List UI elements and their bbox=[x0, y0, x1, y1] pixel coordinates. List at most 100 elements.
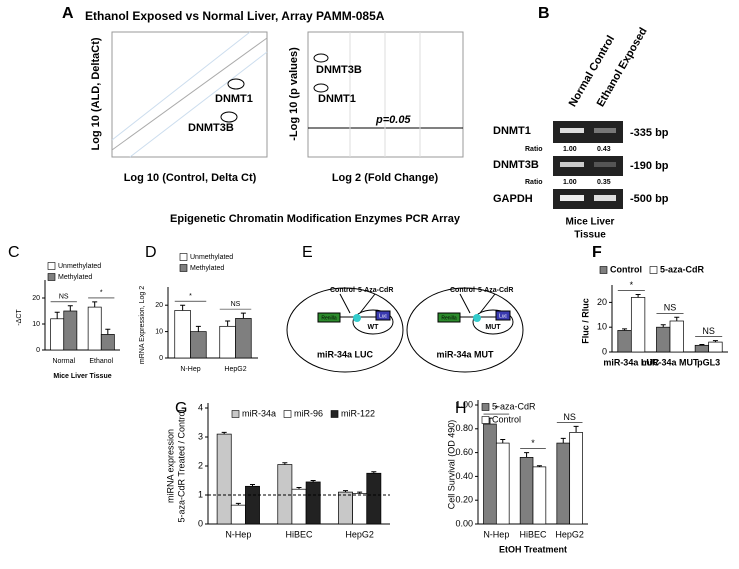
legend-swatch bbox=[231, 410, 240, 418]
error-bar bbox=[221, 431, 227, 435]
highlight bbox=[313, 53, 329, 63]
gel-band bbox=[560, 162, 584, 167]
site-label: MUT bbox=[485, 324, 501, 331]
y-tick-label: 0 bbox=[159, 355, 163, 362]
panel-letter: C bbox=[8, 244, 20, 261]
y-tick-label: 0.40 bbox=[455, 471, 473, 481]
bar bbox=[100, 334, 115, 351]
gene-label: DNMT1 bbox=[215, 93, 253, 105]
bar bbox=[174, 310, 191, 359]
y-tick-label: 20 bbox=[597, 297, 607, 307]
band-size: -500 bp bbox=[630, 193, 669, 205]
legend-label: miR-96 bbox=[294, 408, 323, 418]
bar bbox=[216, 433, 232, 525]
y-tick-label: 20 bbox=[32, 295, 40, 302]
significance: NS bbox=[231, 301, 241, 308]
y-axis-label: miRNA expression bbox=[165, 429, 175, 503]
significance: NS bbox=[664, 303, 677, 313]
significance: NS bbox=[702, 326, 715, 336]
y-tick-label: 10 bbox=[597, 322, 607, 332]
gene-label: GAPDH bbox=[493, 193, 533, 205]
significance: * bbox=[189, 293, 192, 300]
element-label: Luc bbox=[499, 313, 508, 319]
legend-swatch bbox=[481, 416, 490, 424]
y-axis-label: Cell Survival (OD 490) bbox=[446, 420, 456, 510]
x-tick-label: HiBEC bbox=[285, 529, 313, 539]
bar bbox=[230, 504, 246, 525]
bar bbox=[235, 318, 252, 359]
error-bar bbox=[635, 293, 641, 298]
error-bar bbox=[622, 328, 628, 331]
diagonal bbox=[129, 51, 268, 158]
condition-label: Control bbox=[330, 287, 355, 294]
significance: NS bbox=[563, 412, 576, 422]
x-tick-label: HepG2 bbox=[345, 529, 374, 539]
panel-letter: H bbox=[455, 400, 467, 417]
legend-swatch bbox=[47, 273, 56, 281]
error-bar bbox=[195, 325, 201, 332]
error-bar bbox=[536, 465, 542, 467]
legend-swatch bbox=[179, 253, 188, 261]
bar bbox=[694, 344, 710, 353]
bar bbox=[50, 318, 65, 351]
x-tick-label: Ethanol bbox=[89, 358, 113, 365]
bar bbox=[291, 488, 307, 525]
construct: Renilla Luc MUT Control 5-Aza-CdR miR-34… bbox=[406, 287, 524, 373]
panel-letter: G bbox=[175, 400, 187, 417]
error-bar bbox=[500, 439, 506, 444]
error-bar bbox=[660, 324, 666, 328]
bar bbox=[669, 320, 684, 353]
gene-label: DNMT3B bbox=[316, 64, 362, 76]
construct: Renilla Luc WT Control 5-Aza-CdR miR-34a… bbox=[286, 287, 404, 373]
gel-band bbox=[553, 121, 623, 143]
error-bar bbox=[343, 490, 349, 493]
gel-band bbox=[594, 128, 616, 133]
legend-swatch bbox=[599, 266, 608, 274]
x-axis-label: Log 10 (Control, Delta Ct) bbox=[124, 172, 257, 184]
error-bar bbox=[105, 328, 111, 335]
ratio-label: Ratio bbox=[525, 146, 543, 153]
gel-band bbox=[560, 128, 584, 133]
diagonal bbox=[111, 31, 251, 141]
ratio: 1.00 bbox=[563, 179, 577, 186]
plot-frame bbox=[111, 31, 268, 158]
element-label: Renilla bbox=[321, 315, 337, 321]
error-bar bbox=[524, 452, 530, 458]
element-label: Luc bbox=[379, 313, 388, 319]
threshold-label: p=0.05 bbox=[375, 114, 411, 126]
bar bbox=[483, 423, 497, 525]
x-tick-label: N-Hep bbox=[483, 529, 509, 539]
legend-label: 5-aza-CdR bbox=[492, 401, 536, 411]
significance: * bbox=[531, 438, 535, 448]
site-label: WT bbox=[368, 324, 380, 331]
significance: * bbox=[495, 403, 499, 413]
gene-label: DNMT1 bbox=[318, 93, 356, 105]
gene-label: DNMT3B bbox=[493, 159, 539, 171]
lane-label: Ethanol Exposed bbox=[595, 26, 650, 109]
error-bar bbox=[674, 316, 680, 321]
panel-letter: D bbox=[145, 244, 157, 261]
bar bbox=[277, 464, 293, 525]
significance: NS bbox=[59, 294, 69, 301]
significance: * bbox=[630, 280, 634, 290]
y-tick-label: 0.80 bbox=[455, 423, 473, 433]
x-tick-label: HepG2 bbox=[224, 366, 246, 373]
legend-swatch bbox=[330, 410, 339, 418]
y-tick-label: 4 bbox=[198, 402, 203, 412]
panel-letter: A bbox=[62, 5, 74, 22]
bar bbox=[532, 466, 547, 525]
construct-label: miR-34a LUC bbox=[317, 349, 374, 359]
panel-letter: B bbox=[538, 5, 550, 22]
error-bar bbox=[560, 437, 566, 444]
x-axis-label: Log 2 (Fold Change) bbox=[332, 172, 439, 184]
legend-label: miR-122 bbox=[341, 408, 375, 418]
error-bar bbox=[67, 305, 73, 311]
error-bar bbox=[240, 312, 246, 319]
bar bbox=[63, 310, 78, 351]
gel-band bbox=[553, 156, 623, 176]
bar bbox=[556, 442, 571, 525]
bar bbox=[219, 325, 236, 359]
legend-label: Control bbox=[610, 264, 642, 274]
x-tick-label: Normal bbox=[52, 358, 75, 365]
error-bar bbox=[235, 502, 241, 506]
